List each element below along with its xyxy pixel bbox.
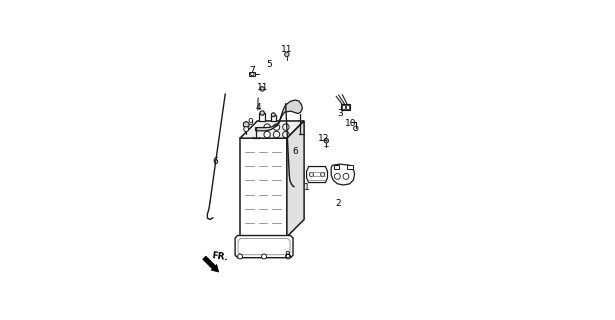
Text: 6: 6	[293, 147, 298, 156]
Text: 3: 3	[337, 109, 343, 118]
Circle shape	[343, 173, 349, 179]
Polygon shape	[240, 121, 304, 138]
Polygon shape	[306, 166, 328, 182]
Polygon shape	[260, 86, 264, 92]
Text: 4: 4	[256, 103, 261, 112]
Polygon shape	[235, 236, 293, 258]
Polygon shape	[211, 264, 219, 272]
Circle shape	[335, 173, 340, 179]
Circle shape	[273, 131, 280, 138]
Bar	[271, 115, 276, 121]
Polygon shape	[244, 121, 249, 128]
Circle shape	[251, 72, 254, 76]
Circle shape	[354, 126, 358, 131]
Bar	[343, 105, 345, 109]
Circle shape	[244, 127, 248, 132]
Text: 10: 10	[345, 119, 357, 128]
Circle shape	[309, 172, 314, 177]
Text: 8: 8	[284, 251, 290, 260]
Bar	[341, 104, 350, 110]
Text: FR.: FR.	[210, 251, 228, 262]
Text: 5: 5	[267, 60, 272, 69]
Circle shape	[260, 111, 264, 115]
Circle shape	[324, 139, 328, 143]
Circle shape	[320, 172, 325, 177]
Text: 9: 9	[247, 118, 253, 127]
Text: 2: 2	[336, 199, 341, 208]
Polygon shape	[238, 238, 290, 255]
Polygon shape	[331, 164, 355, 185]
Text: 11: 11	[256, 83, 268, 92]
Bar	[347, 164, 352, 169]
Text: 1: 1	[304, 183, 309, 192]
Bar	[250, 72, 255, 76]
Circle shape	[283, 124, 289, 130]
Polygon shape	[203, 256, 215, 269]
Text: 6: 6	[213, 157, 218, 166]
Bar	[346, 105, 349, 109]
Circle shape	[271, 113, 276, 117]
Circle shape	[285, 254, 290, 259]
Circle shape	[264, 124, 271, 130]
Circle shape	[283, 131, 289, 138]
Polygon shape	[287, 121, 304, 237]
Bar	[334, 164, 339, 169]
Bar	[260, 113, 265, 121]
Text: 12: 12	[318, 134, 330, 143]
Circle shape	[273, 124, 280, 130]
Circle shape	[237, 254, 242, 259]
Bar	[240, 138, 287, 237]
Circle shape	[285, 52, 289, 57]
Polygon shape	[256, 100, 303, 131]
Circle shape	[261, 254, 266, 259]
Circle shape	[264, 131, 271, 138]
Text: 11: 11	[281, 45, 293, 54]
Text: 7: 7	[250, 66, 255, 75]
